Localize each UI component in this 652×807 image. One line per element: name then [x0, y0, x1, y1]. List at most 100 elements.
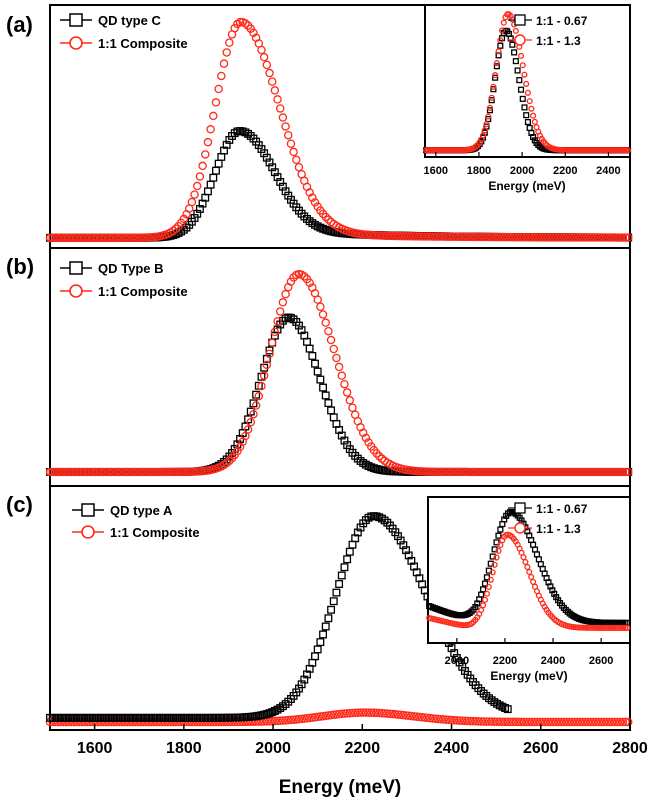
data-point-circle: [557, 467, 566, 477]
data-point-circle: [567, 233, 577, 242]
data-point-square: [489, 553, 496, 560]
data-point-circle: [463, 716, 472, 726]
data-point-circle: [356, 708, 365, 717]
data-point-circle: [372, 708, 381, 718]
data-point-circle: [292, 155, 301, 165]
data-point-circle: [479, 132, 487, 139]
data-point-circle: [257, 45, 266, 55]
data-point-circle: [486, 104, 494, 111]
data-point-circle: [342, 709, 352, 718]
data-point-circle: [583, 467, 593, 477]
data-point-circle: [294, 714, 304, 724]
data-point-circle: [591, 717, 601, 727]
data-point-circle: [457, 232, 467, 242]
data-point-circle: [134, 467, 143, 477]
data-point-circle: [471, 232, 480, 242]
data-point-circle: [599, 233, 609, 242]
data-point-square: [497, 42, 504, 49]
data-point-circle: [605, 233, 614, 242]
data-point-circle: [457, 467, 467, 477]
data-point-circle: [460, 467, 470, 477]
data-point-square: [244, 415, 253, 424]
data-point-circle: [466, 232, 475, 242]
data-point-circle: [289, 715, 298, 724]
data-point-circle: [623, 717, 633, 727]
legend-label-composite-a: 1:1 Composite: [98, 36, 188, 51]
data-point-circle: [85, 467, 95, 477]
series-squares: [46, 512, 512, 722]
data-point-circle: [492, 232, 502, 242]
data-point-circle: [482, 717, 491, 726]
data-point-circle: [267, 716, 277, 726]
data-point-circle: [551, 467, 561, 477]
data-point-circle: [521, 71, 528, 78]
data-point-circle: [559, 467, 569, 477]
data-point-square: [345, 547, 354, 556]
data-point-circle: [147, 233, 156, 242]
data-point-circle: [593, 624, 600, 631]
data-point-circle: [136, 467, 146, 477]
data-point-circle: [112, 233, 122, 243]
data-point-circle: [506, 717, 515, 727]
data-point-circle: [573, 717, 582, 727]
data-point-circle: [270, 86, 280, 95]
data-point-circle: [607, 233, 617, 242]
data-point-circle: [495, 467, 504, 477]
data-point-circle: [457, 716, 467, 725]
data-point-circle: [522, 467, 531, 477]
data-point-circle: [487, 467, 496, 477]
data-point-circle: [53, 233, 63, 243]
data-point-circle: [524, 89, 531, 96]
data-point-circle: [281, 716, 290, 725]
data-point-circle: [134, 233, 143, 242]
data-point-circle: [540, 467, 550, 477]
data-point-circle: [468, 716, 478, 726]
data-point-circle: [452, 467, 462, 477]
data-point-square: [265, 346, 274, 355]
data-point-circle: [468, 467, 478, 477]
data-point-circle: [492, 717, 502, 727]
data-point-circle: [334, 709, 344, 719]
data-point-circle: [126, 467, 135, 477]
data-point-circle: [45, 467, 55, 477]
data-point-circle: [361, 708, 371, 717]
data-point-circle: [535, 467, 545, 477]
data-point-square: [507, 35, 514, 42]
data-point-circle: [602, 717, 612, 727]
data-point-circle: [618, 624, 625, 631]
data-point-circle: [112, 467, 122, 477]
data-point-square: [335, 580, 344, 588]
data-point-circle: [482, 232, 491, 242]
data-point-circle: [358, 708, 368, 717]
data-point-circle: [602, 467, 612, 477]
data-point-circle: [64, 467, 73, 477]
data-point-circle: [147, 467, 156, 477]
data-point-circle: [610, 717, 620, 727]
data-point-circle: [543, 233, 553, 242]
data-point-circle: [198, 161, 207, 171]
data-point-circle: [570, 717, 579, 727]
data-point-circle: [423, 232, 432, 241]
data-point-circle: [498, 717, 507, 727]
data-point-circle: [439, 467, 448, 477]
data-point-circle: [519, 467, 529, 477]
data-point-square: [511, 49, 518, 56]
inset-a-x-axis: 1600 1800 2000 2200 2400: [424, 152, 621, 177]
data-point-circle: [377, 454, 387, 463]
data-point-square: [249, 399, 258, 408]
data-point-circle: [385, 709, 395, 719]
data-point-circle: [489, 569, 496, 576]
data-point-circle: [527, 233, 537, 242]
data-point-circle: [524, 467, 534, 477]
data-point-circle: [530, 112, 537, 119]
data-point-circle: [388, 709, 397, 719]
data-point-circle: [586, 717, 595, 727]
data-point-circle: [115, 467, 124, 477]
data-point-circle: [350, 708, 360, 718]
data-point-circle: [316, 302, 325, 312]
data-point-circle: [551, 717, 561, 727]
data-point-circle: [540, 717, 550, 727]
data-point-circle: [77, 233, 87, 243]
inset-tick-label: 2400: [541, 655, 565, 667]
data-point-circle: [471, 467, 480, 477]
